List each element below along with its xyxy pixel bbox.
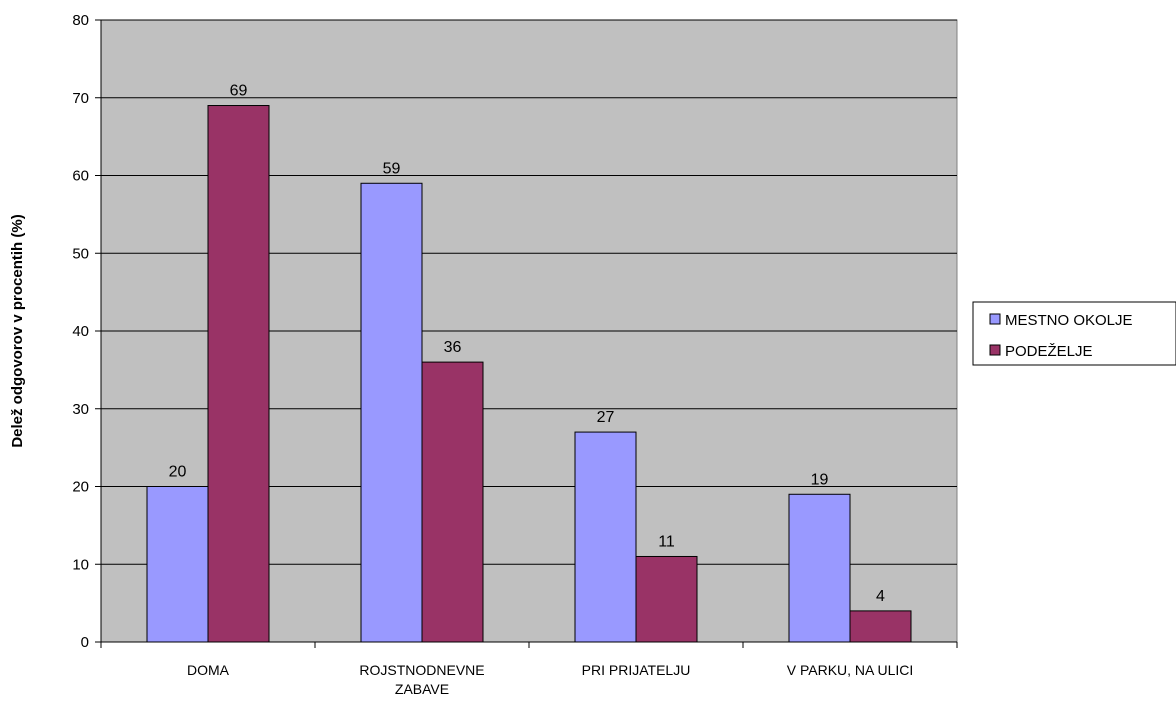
legend: MESTNO OKOLJE PODEŽELJE <box>972 301 1176 366</box>
axes: 0 10 20 30 40 50 60 70 80 DOMA ROJSTNODNEVNE ZABAVE… <box>72 12 958 697</box>
bar <box>788 493 851 643</box>
bar <box>635 555 698 643</box>
y-axis-title: Delež odgovorov v procentih (%) <box>9 214 26 447</box>
data-label: 27 <box>597 409 615 426</box>
x-tick-label: DOMA <box>187 662 230 678</box>
bar <box>849 610 912 643</box>
y-tick-label: 40 <box>72 323 89 340</box>
y-tick-label: 50 <box>72 245 89 262</box>
legend-swatch <box>989 344 1001 356</box>
bar <box>360 182 423 643</box>
data-label: 4 <box>876 588 885 605</box>
bar <box>421 361 484 643</box>
legend-box <box>972 301 1176 366</box>
data-label: 69 <box>230 83 248 100</box>
bar <box>146 486 209 643</box>
y-tick-label: 0 <box>81 634 89 651</box>
data-label: 19 <box>811 471 829 488</box>
data-label: 11 <box>658 533 675 550</box>
y-tick-label: 30 <box>72 401 89 418</box>
data-label: 36 <box>444 339 462 356</box>
bars <box>146 105 912 643</box>
y-tick-label: 70 <box>72 90 89 107</box>
legend-label: PODEŽELJE <box>1005 343 1093 360</box>
x-tick-label: ROJSTNODNEVNE <box>359 662 484 678</box>
bar <box>574 431 637 643</box>
x-tick-label: V PARKU, NA ULICI <box>787 662 914 678</box>
y-tick-label: 10 <box>72 556 89 573</box>
data-label: 20 <box>169 464 187 481</box>
data-label: 59 <box>383 160 401 177</box>
x-tick-label: ZABAVE <box>395 681 449 697</box>
data-labels: 20 69 59 36 27 11 19 4 <box>169 83 885 605</box>
legend-label: MESTNO OKOLJE <box>1005 312 1133 329</box>
bar <box>207 105 270 643</box>
x-tick-label: PRI PRIJATELJU <box>582 662 691 678</box>
y-tick-label: 60 <box>72 168 89 185</box>
legend-swatch <box>989 313 1001 325</box>
y-tick-label: 20 <box>72 479 89 496</box>
y-tick-label: 80 <box>72 12 89 29</box>
